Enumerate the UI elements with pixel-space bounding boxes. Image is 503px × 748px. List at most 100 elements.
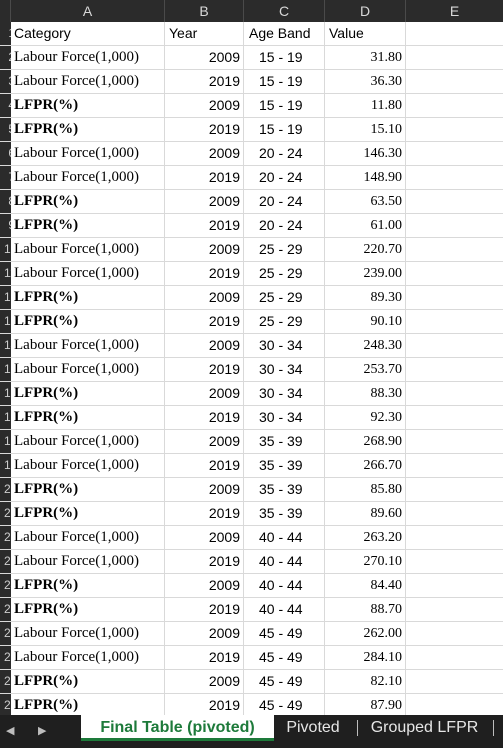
cell-empty[interactable] <box>406 574 503 597</box>
row-number[interactable]: 14 <box>0 334 11 357</box>
cell-age-band[interactable]: 45 - 49 <box>244 646 325 669</box>
cell-year[interactable]: 2019 <box>165 70 244 93</box>
cell-empty[interactable] <box>406 622 503 645</box>
cell-age-band-header[interactable]: Age Band <box>244 22 325 45</box>
cell-value[interactable]: 270.10 <box>325 550 406 573</box>
cell-category[interactable]: Labour Force(1,000) <box>11 70 165 93</box>
cell-empty[interactable] <box>406 598 503 621</box>
cell-age-band[interactable]: 45 - 49 <box>244 670 325 693</box>
cell-empty[interactable] <box>406 22 503 45</box>
cell-age-band[interactable]: 25 - 29 <box>244 286 325 309</box>
cell-category[interactable]: Labour Force(1,000) <box>11 454 165 477</box>
cell-category[interactable]: LFPR(%) <box>11 694 165 717</box>
cell-value[interactable]: 89.60 <box>325 502 406 525</box>
cell-year[interactable]: 2009 <box>165 190 244 213</box>
cell-value[interactable]: 31.80 <box>325 46 406 69</box>
cell-year[interactable]: 2019 <box>165 262 244 285</box>
cell-age-band[interactable]: 45 - 49 <box>244 622 325 645</box>
cell-empty[interactable] <box>406 46 503 69</box>
cell-year[interactable]: 2019 <box>165 118 244 141</box>
cell-value[interactable]: 88.30 <box>325 382 406 405</box>
cell-category[interactable]: LFPR(%) <box>11 574 165 597</box>
cell-year[interactable]: 2019 <box>165 214 244 237</box>
cell-year[interactable]: 2019 <box>165 166 244 189</box>
row-number[interactable]: 28 <box>0 670 11 693</box>
cell-value[interactable]: 82.10 <box>325 670 406 693</box>
cell-category[interactable]: LFPR(%) <box>11 118 165 141</box>
cell-year[interactable]: 2009 <box>165 478 244 501</box>
cell-value-header[interactable]: Value <box>325 22 406 45</box>
cell-age-band[interactable]: 15 - 19 <box>244 118 325 141</box>
cell-year[interactable]: 2009 <box>165 94 244 117</box>
cell-age-band[interactable]: 25 - 29 <box>244 238 325 261</box>
row-number[interactable]: 11 <box>0 262 11 285</box>
cell-age-band[interactable]: 30 - 34 <box>244 382 325 405</box>
cell-empty[interactable] <box>406 334 503 357</box>
row-number[interactable]: 21 <box>0 502 11 525</box>
tab-grouped-lfpr[interactable]: Grouped LFPR <box>370 719 479 736</box>
cell-year[interactable]: 2009 <box>165 46 244 69</box>
cell-category[interactable]: LFPR(%) <box>11 670 165 693</box>
row-number[interactable]: 7 <box>0 166 11 189</box>
cell-category[interactable]: LFPR(%) <box>11 214 165 237</box>
cell-value[interactable]: 87.90 <box>325 694 406 717</box>
cell-age-band[interactable]: 20 - 24 <box>244 190 325 213</box>
cell-value[interactable]: 89.30 <box>325 286 406 309</box>
cell-empty[interactable] <box>406 142 503 165</box>
cell-age-band[interactable]: 35 - 39 <box>244 478 325 501</box>
cell-age-band[interactable]: 35 - 39 <box>244 430 325 453</box>
cell-value[interactable]: 88.70 <box>325 598 406 621</box>
cell-value[interactable]: 92.30 <box>325 406 406 429</box>
cell-empty[interactable] <box>406 646 503 669</box>
row-number[interactable]: 19 <box>0 454 11 477</box>
cell-empty[interactable] <box>406 550 503 573</box>
row-number[interactable]: 29 <box>0 694 11 717</box>
cell-year[interactable]: 2019 <box>165 598 244 621</box>
column-header-e[interactable]: E <box>449 3 460 19</box>
cell-empty[interactable] <box>406 694 503 717</box>
cell-value[interactable]: 248.30 <box>325 334 406 357</box>
cell-value[interactable]: 84.40 <box>325 574 406 597</box>
cell-empty[interactable] <box>406 70 503 93</box>
cell-empty[interactable] <box>406 262 503 285</box>
cell-category[interactable]: LFPR(%) <box>11 190 165 213</box>
cell-age-band[interactable]: 40 - 44 <box>244 526 325 549</box>
cell-year[interactable]: 2009 <box>165 238 244 261</box>
cell-year[interactable]: 2009 <box>165 430 244 453</box>
cell-year[interactable]: 2009 <box>165 622 244 645</box>
cell-empty[interactable] <box>406 94 503 117</box>
cell-value[interactable]: 220.70 <box>325 238 406 261</box>
row-number[interactable]: 13 <box>0 310 11 333</box>
cell-age-band[interactable]: 35 - 39 <box>244 454 325 477</box>
cell-year[interactable]: 2009 <box>165 574 244 597</box>
cell-year[interactable]: 2019 <box>165 406 244 429</box>
cell-category[interactable]: LFPR(%) <box>11 598 165 621</box>
cell-category[interactable]: Labour Force(1,000) <box>11 238 165 261</box>
column-header-c[interactable]: C <box>244 0 325 22</box>
cell-value[interactable]: 90.10 <box>325 310 406 333</box>
cell-age-band[interactable]: 45 - 49 <box>244 694 325 717</box>
cell-empty[interactable] <box>406 166 503 189</box>
cell-value[interactable]: 262.00 <box>325 622 406 645</box>
tab-pivoted[interactable]: Pivoted <box>286 719 340 736</box>
row-number[interactable]: 20 <box>0 478 11 501</box>
cell-empty[interactable] <box>406 430 503 453</box>
cell-empty[interactable] <box>406 214 503 237</box>
row-number[interactable]: 2 <box>0 46 11 69</box>
row-number[interactable]: 27 <box>0 646 11 669</box>
cell-category[interactable]: Labour Force(1,000) <box>11 622 165 645</box>
cell-category[interactable]: Labour Force(1,000) <box>11 430 165 453</box>
cell-age-band[interactable]: 35 - 39 <box>244 502 325 525</box>
cell-empty[interactable] <box>406 358 503 381</box>
cell-category[interactable]: LFPR(%) <box>11 94 165 117</box>
cell-year[interactable]: 2019 <box>165 694 244 717</box>
cell-year-header[interactable]: Year <box>165 22 244 45</box>
cell-empty[interactable] <box>406 478 503 501</box>
cell-empty[interactable] <box>406 454 503 477</box>
row-number[interactable]: 23 <box>0 550 11 573</box>
cell-value[interactable]: 253.70 <box>325 358 406 381</box>
cell-age-band[interactable]: 30 - 34 <box>244 358 325 381</box>
row-number[interactable]: 25 <box>0 598 11 621</box>
column-header-b[interactable]: B <box>165 0 244 22</box>
cell-category[interactable]: Labour Force(1,000) <box>11 166 165 189</box>
